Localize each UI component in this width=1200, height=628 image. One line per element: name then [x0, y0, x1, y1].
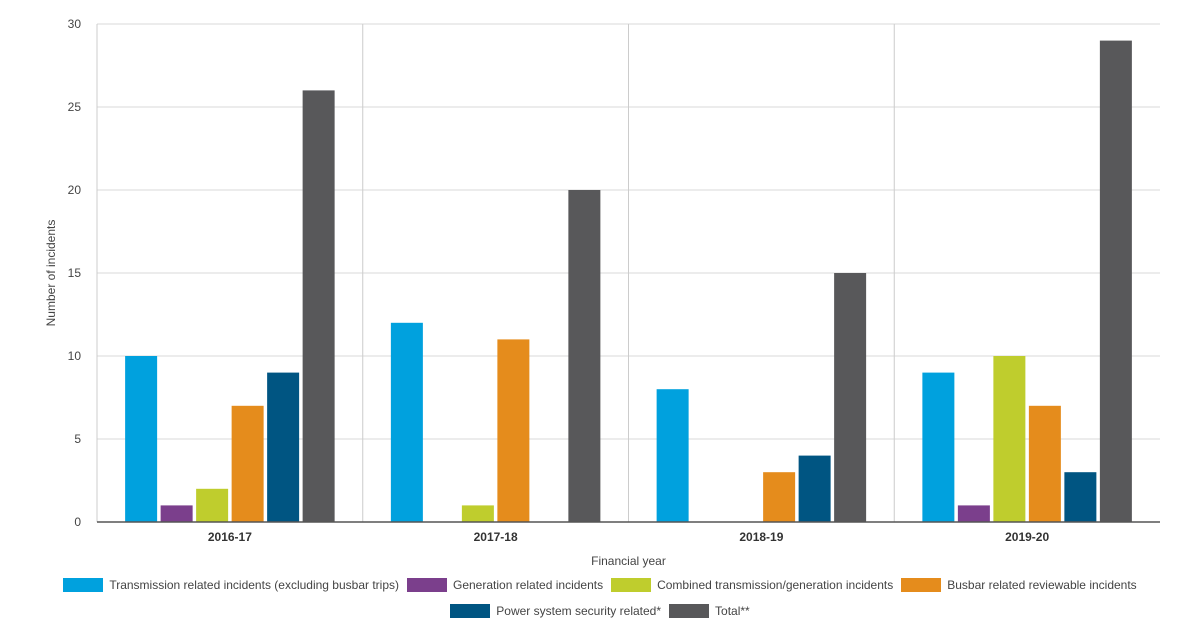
x-axis-title: Financial year — [591, 554, 666, 568]
legend-swatch — [407, 578, 447, 592]
bar — [993, 356, 1026, 522]
bar — [798, 455, 831, 522]
legend-item: Generation related incidents — [407, 578, 603, 592]
legend-label: Power system security related* — [496, 604, 662, 618]
y-tick-label: 10 — [68, 349, 82, 363]
legend-item: Transmission related incidents (excludin… — [63, 578, 399, 592]
bar — [267, 372, 300, 522]
bar — [1064, 472, 1097, 522]
bar — [834, 273, 867, 522]
bars — [125, 40, 1132, 523]
legend-swatch — [669, 604, 710, 618]
bar — [390, 322, 423, 522]
bar — [763, 472, 796, 522]
bar — [922, 372, 955, 522]
legend-item: Total** — [669, 604, 750, 618]
x-axis-categories: 2016-17 2017-18 2018-19 2019-20 — [208, 530, 1050, 544]
x-tick-label: 2018-19 — [739, 530, 783, 544]
y-tick-label: 5 — [74, 432, 81, 446]
y-tick-label: 0 — [74, 515, 81, 529]
legend-swatch — [901, 578, 942, 592]
legend-label: Busbar related reviewable incidents — [947, 578, 1137, 592]
bar — [160, 505, 193, 522]
y-axis-title: Number of incidents — [44, 220, 58, 327]
bar — [196, 488, 229, 522]
bar — [461, 505, 494, 522]
legend: Transmission related incidents (excludin… — [0, 578, 1200, 618]
legend-label: Transmission related incidents (excludin… — [109, 578, 399, 592]
bar — [302, 90, 335, 523]
bar — [1028, 405, 1061, 522]
gridlines — [96, 23, 1160, 522]
legend-label: Combined transmission/generation inciden… — [657, 578, 894, 592]
y-tick-label: 15 — [68, 266, 82, 280]
y-tick-label: 30 — [68, 17, 82, 31]
y-axis-ticks: 0 5 10 15 20 25 30 — [68, 17, 82, 529]
legend-swatch — [450, 604, 491, 618]
legend-item: Power system security related* — [450, 604, 661, 618]
legend-label: Generation related incidents — [453, 578, 604, 592]
legend-item: Busbar related reviewable incidents — [901, 578, 1137, 592]
bar — [656, 389, 689, 522]
bar — [497, 339, 530, 522]
bar — [1099, 40, 1132, 522]
x-tick-label: 2019-20 — [1005, 530, 1049, 544]
y-tick-label: 20 — [68, 183, 82, 197]
legend-item: Combined transmission/generation inciden… — [611, 578, 893, 592]
legend-label: Total** — [715, 604, 750, 618]
legend-swatch — [611, 578, 652, 592]
bar — [957, 505, 990, 522]
bar — [568, 190, 601, 522]
x-tick-label: 2016-17 — [208, 530, 252, 544]
x-tick-label: 2017-18 — [474, 530, 518, 544]
legend-swatch — [63, 578, 104, 592]
bar — [231, 405, 264, 522]
y-tick-label: 25 — [68, 100, 82, 114]
bar — [125, 356, 158, 522]
